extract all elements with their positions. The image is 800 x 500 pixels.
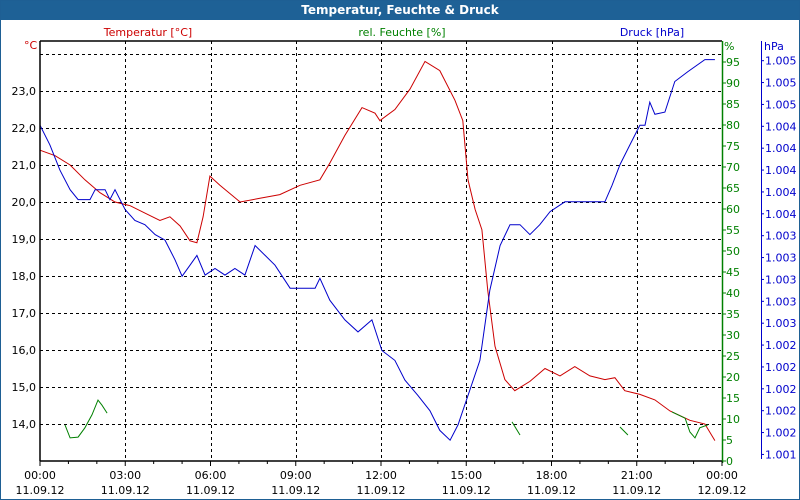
humidity-tick-label: 25 [726,350,740,363]
temperature-tick-label: 22,0 [12,122,37,135]
pressure-tick-label: 1.005 [765,55,797,68]
pressure-tick-label: 1.004 [765,120,797,133]
x-tick-time-label: 00:00 [24,469,56,482]
temperature-tick-label: 23,0 [12,85,37,98]
humidity-tick-label: 65 [726,182,740,195]
humidity-tick-label: 85 [726,98,740,111]
pressure-unit: hPa [764,40,784,53]
humidity-unit: % [724,40,734,53]
pressure-tick-label: 1.005 [765,98,797,111]
x-tick-time-label: 00:00 [706,469,738,482]
temperature-tick-label: 20,0 [12,196,37,209]
temperature-unit: °C [24,39,38,52]
temperature-tick-label: 21,0 [12,159,37,172]
pressure-tick-label: 1.002 [765,339,797,352]
x-tick-time-label: 06:00 [195,469,227,482]
x-tick-date-label: 11.09.12 [612,484,661,497]
humidity-tick-label: 80 [726,119,740,132]
pressure-tick-label: 1.004 [765,208,797,221]
temperature-tick-label: 18,0 [12,270,37,283]
x-tick-time-label: 21:00 [621,469,653,482]
humidity-tick-label: 60 [726,203,740,216]
humidity-tick-label: 20 [726,371,740,384]
pressure-axis-title: Druck [hPa] [620,26,684,39]
humidity-tick-label: 50 [726,245,740,258]
humidity-tick-label: 40 [726,287,740,300]
temperature-axis-title: Temperatur [°C] [103,26,192,39]
pressure-tick-label: 1.004 [765,164,797,177]
pressure-tick-label: 1.003 [765,252,797,265]
pressure-tick-label: 1.002 [765,405,797,418]
humidity-tick-label: 90 [726,77,740,90]
x-tick-time-label: 18:00 [536,469,568,482]
x-tick-date-label: 11.09.12 [186,484,235,497]
humidity-tick-label: 55 [726,224,740,237]
humidity-tick-label: 30 [726,329,740,342]
series-line-rel-feuchte [619,426,629,436]
humidity-tick-label: 95 [726,56,740,69]
pressure-tick-label: 1.001 [765,448,797,461]
series-line-rel-feuchte [671,411,708,439]
humidity-axis-title: rel. Feuchte [%] [358,26,445,39]
pressure-tick-label: 1.004 [765,142,797,155]
humidity-tick-label: 45 [726,266,740,279]
temperature-tick-label: 19,0 [12,233,37,246]
temperature-tick-label: 14,0 [12,418,37,431]
x-tick-date-label: 11.09.12 [101,484,150,497]
humidity-tick-label: 75 [726,140,740,153]
temperature-tick-label: 17,0 [12,307,37,320]
pressure-tick-label: 1.005 [765,77,797,90]
x-tick-date-label: 11.09.12 [442,484,491,497]
x-tick-date-label: 12.09.12 [698,484,747,497]
temperature-tick-label: 15,0 [12,381,37,394]
series-line-rel-feuchte [64,399,108,439]
x-tick-time-label: 09:00 [280,469,312,482]
x-tick-time-label: 12:00 [365,469,397,482]
x-tick-date-label: 11.09.12 [271,484,320,497]
x-tick-date-label: 11.09.12 [527,484,576,497]
humidity-tick-label: 15 [726,392,740,405]
x-tick-date-label: 11.09.12 [357,484,406,497]
x-tick-time-label: 15:00 [450,469,482,482]
pressure-tick-label: 1.003 [765,295,797,308]
temperature-tick-label: 16,0 [12,344,37,357]
humidity-tick-label: 70 [726,161,740,174]
series-line-temperatur [39,60,716,441]
series-line-druck [39,59,715,442]
series-line-rel-feuchte [511,421,521,436]
x-tick-date-label: 11.09.12 [16,484,65,497]
humidity-tick-label: 5 [726,434,733,447]
x-tick-time-label: 03:00 [109,469,141,482]
humidity-tick-label: 0 [726,455,733,468]
pressure-tick-label: 1.003 [765,230,797,243]
humidity-tick-label: 10 [726,413,740,426]
window-title: Temperatur, Feuchte & Druck [1,1,799,20]
pressure-tick-label: 1.003 [765,317,797,330]
humidity-tick-label: 35 [726,308,740,321]
pressure-tick-label: 1.002 [765,361,797,374]
pressure-tick-label: 1.003 [765,273,797,286]
pressure-tick-label: 1.002 [765,383,797,396]
pressure-tick-label: 1.004 [765,186,797,199]
pressure-tick-label: 1.002 [765,427,797,440]
